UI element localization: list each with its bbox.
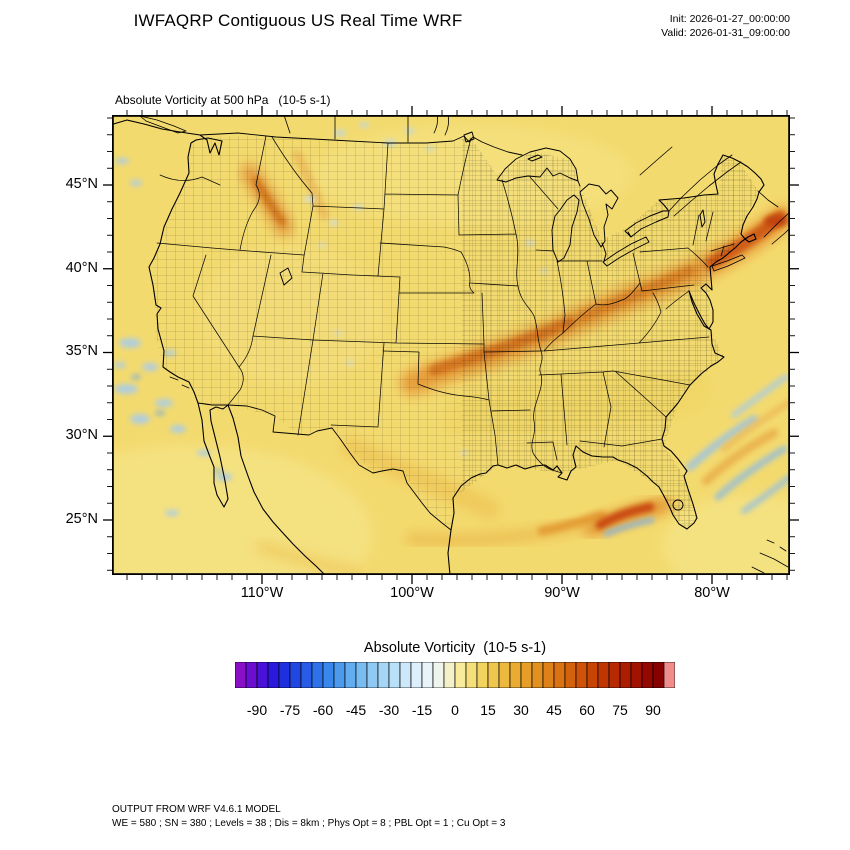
colorbar-boxes	[234, 661, 676, 689]
colorbar-tick-label: 30	[513, 702, 529, 718]
model-config-line: WE = 580 ; SN = 380 ; Levels = 38 ; Dis …	[112, 818, 506, 829]
lat-tick-label: 45°N	[65, 176, 98, 192]
colorbar-tick-label: -90	[246, 702, 268, 718]
lat-tick-label: 35°N	[65, 343, 98, 359]
lon-tick-label: 90°W	[544, 585, 580, 601]
colorbar-tick-label: -15	[411, 702, 433, 718]
map-plot-area	[103, 106, 799, 584]
colorbar-tick-label: 0	[451, 702, 459, 718]
mexico-border	[197, 402, 452, 531]
deep-negative-specks	[131, 374, 222, 473]
lat-tick-label: 30°N	[65, 427, 98, 443]
canada-border	[199, 132, 523, 156]
colorbar-tick-label: 75	[612, 702, 628, 718]
pacific-mexico-coastline	[112, 119, 326, 575]
lat-tick-label: 40°N	[65, 259, 98, 276]
state-boundaries	[156, 135, 735, 474]
colorbar-tick-label: 60	[579, 702, 595, 718]
gulf-atlantic-coastline	[447, 154, 765, 575]
vorticity-field	[112, 115, 790, 575]
field-label: Absolute Vorticity at 500 hPa (10-5 s-1)	[115, 93, 331, 107]
lon-tick-label: 80°W	[694, 585, 730, 601]
colorbar-tick-label: -60	[312, 702, 334, 718]
model-output-line: OUTPUT FROM WRF V4.6.1 MODEL	[112, 804, 281, 815]
colorbar-tick-label: 90	[645, 702, 661, 718]
lat-tick-label: 25°N	[65, 511, 98, 527]
run-info: Init: 2026-01-27_00:00:00 Valid: 2026-01…	[661, 13, 790, 40]
map-plot	[103, 106, 799, 584]
colorbar-tick-label: -30	[378, 702, 400, 718]
colorbar-tick-label: -45	[345, 702, 367, 718]
colorbar	[234, 661, 676, 689]
us-map-outline	[112, 115, 790, 575]
page-title: IWFAQRP Contiguous US Real Time WRF	[133, 11, 463, 30]
islands	[169, 254, 789, 574]
valid-time-label: Valid: 2026-01-31_09:00:00	[661, 26, 790, 39]
map-frame	[111, 114, 791, 576]
colorbar-tick-label: -75	[279, 702, 301, 718]
lon-tick-label: 100°W	[390, 585, 434, 601]
axis-ticks	[103, 106, 799, 584]
lon-tick-label: 110°W	[240, 585, 284, 601]
canada-details	[139, 115, 790, 245]
colorbar-tick-label: 15	[480, 702, 496, 718]
colorbar-title: Absolute Vorticity (10-5 s-1)	[363, 640, 547, 656]
colorbar-tick-label: 45	[546, 702, 562, 718]
init-time-label: Init: 2026-01-27_00:00:00	[669, 13, 790, 25]
great-lakes	[279, 131, 706, 511]
